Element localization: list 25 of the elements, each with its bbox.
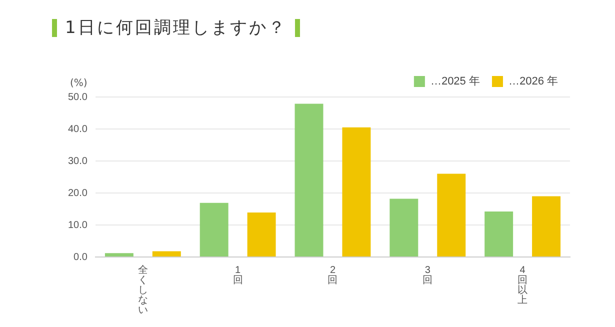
legend-label: …2025 年 [430, 76, 480, 88]
y-tick-label: 0.0 [74, 252, 88, 263]
chart-title: 1日に何回調理しますか？ [65, 17, 287, 39]
x-tick-label: 1回 [232, 264, 243, 286]
bar [247, 212, 276, 256]
bar [104, 253, 134, 256]
bar [484, 212, 514, 256]
bar [390, 198, 418, 256]
x-tick-label: 3回 [422, 264, 433, 286]
bar [437, 174, 466, 256]
y-tick-label: 20.0 [68, 188, 88, 199]
y-tick-label: 50.0 [68, 92, 88, 103]
bar [532, 196, 561, 256]
bar [200, 202, 228, 256]
y-tick-label: 10.0 [68, 220, 88, 231]
legend-label: …2026 年 [508, 76, 558, 88]
x-tick-label: 4回以上 [518, 264, 528, 306]
bar [342, 127, 371, 256]
y-tick-label: 40.0 [68, 124, 88, 135]
x-tick-label: 全くしない [138, 264, 148, 316]
y-axis-title: (%) [70, 78, 88, 89]
x-tick-label: 2回 [328, 264, 338, 286]
bar [152, 251, 181, 256]
bar [294, 104, 324, 256]
y-tick-label: 30.0 [68, 156, 88, 167]
